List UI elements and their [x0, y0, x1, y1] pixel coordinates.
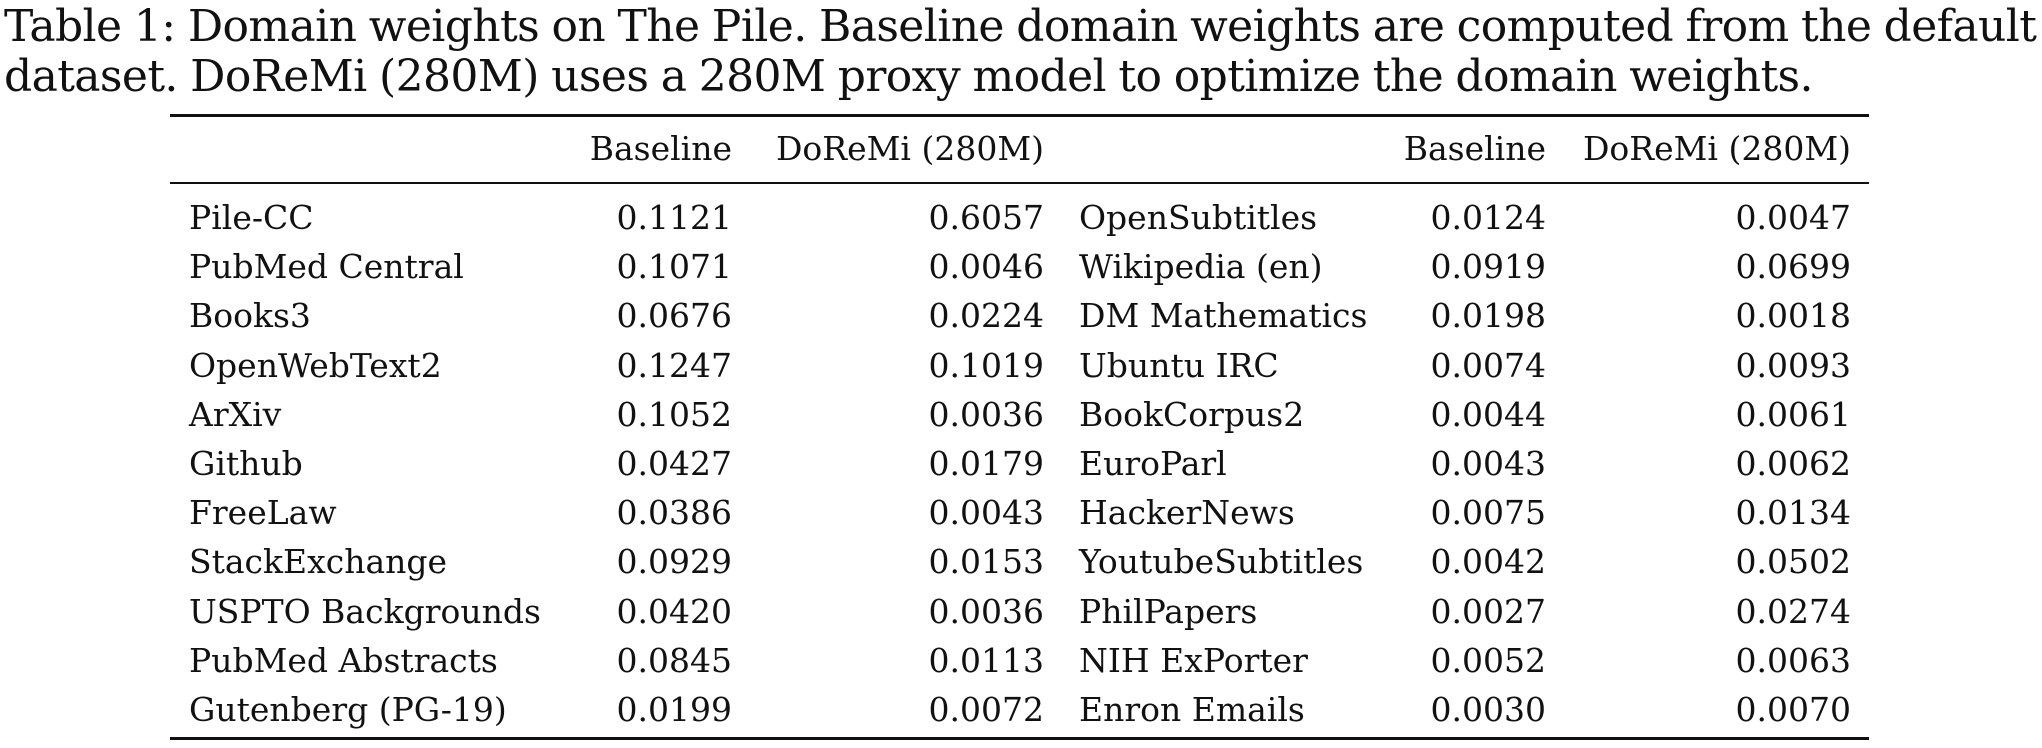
baseline-weight: 0.0427 — [616, 444, 732, 483]
table-row: PubMed Abstracts 0.0845 0.0113 — [170, 639, 1060, 688]
doremi-weight: 0.1019 — [928, 345, 1044, 385]
table-row: YoutubeSubtitles 0.0042 0.0502 — [1059, 540, 1869, 589]
domain-name: Pile-CC — [189, 198, 314, 237]
table-row: PhilPapers 0.0027 0.0274 — [1059, 590, 1869, 639]
doremi-weight: 0.0072 — [928, 690, 1044, 729]
doremi-weight: 0.0699 — [1735, 247, 1851, 287]
baseline-weight: 0.0199 — [616, 690, 732, 729]
table-row: BookCorpus2 0.0044 0.0061 — [1059, 393, 1869, 442]
table-row: Enron Emails 0.0030 0.0070 — [1059, 688, 1869, 737]
doremi-weight: 0.0224 — [928, 296, 1044, 336]
doremi-weight: 0.0070 — [1735, 690, 1851, 729]
domain-name: NIH ExPorter — [1079, 640, 1308, 680]
table-row: EuroParl 0.0043 0.0062 — [1059, 442, 1869, 491]
table-row: StackExchange 0.0929 0.0153 — [170, 540, 1060, 589]
baseline-weight: 0.0042 — [1430, 542, 1546, 582]
doremi-weight: 0.0274 — [1735, 591, 1851, 631]
right-weights-table: Baseline DoReMi (280M) OpenSubtitles 0.01… — [1059, 114, 1869, 740]
baseline-weight: 0.0075 — [1430, 493, 1546, 533]
domain-name: Ubuntu IRC — [1079, 345, 1279, 385]
caption-line-1: Table 1: Domain weights on The Pile. Bas… — [4, 1, 2042, 52]
baseline-weight: 0.0919 — [1430, 247, 1546, 287]
domain-name: Gutenberg (PG-19) — [189, 690, 507, 729]
caption-line-2: dataset. DoReMi (280M) uses a 280M proxy… — [4, 51, 1814, 102]
domain-name: Github — [189, 444, 303, 483]
doremi-weight: 0.0047 — [1735, 198, 1851, 237]
domain-name: PhilPapers — [1079, 591, 1258, 631]
baseline-weight: 0.1247 — [616, 345, 732, 385]
doremi-weight: 0.0063 — [1735, 640, 1851, 680]
baseline-weight: 0.0044 — [1430, 394, 1546, 434]
header-baseline: Baseline — [1403, 129, 1546, 168]
table-row: USPTO Backgrounds 0.0420 0.0036 — [170, 590, 1060, 639]
doremi-weight: 0.0036 — [928, 591, 1044, 631]
domain-name: StackExchange — [189, 542, 448, 582]
baseline-weight: 0.0929 — [616, 542, 732, 582]
baseline-weight: 0.1121 — [616, 198, 732, 237]
baseline-weight: 0.0198 — [1430, 296, 1546, 336]
doremi-weight: 0.0134 — [1735, 493, 1851, 533]
left-table-header: Baseline DoReMi (280M) — [170, 117, 1060, 184]
baseline-weight: 0.0676 — [616, 296, 732, 336]
baseline-weight: 0.1052 — [616, 394, 732, 434]
domain-name: YoutubeSubtitles — [1079, 542, 1364, 582]
doremi-weight: 0.0043 — [928, 493, 1044, 533]
doremi-weight: 0.0093 — [1735, 345, 1851, 385]
header-doremi: DoReMi (280M) — [1582, 129, 1851, 168]
doremi-weight: 0.0502 — [1735, 542, 1851, 582]
baseline-weight: 0.0074 — [1430, 345, 1546, 385]
domain-name: PubMed Central — [189, 247, 464, 287]
baseline-weight: 0.0043 — [1430, 444, 1546, 483]
doremi-weight: 0.0061 — [1735, 394, 1851, 434]
doremi-weight: 0.0179 — [928, 444, 1044, 483]
table-row: DM Mathematics 0.0198 0.0018 — [1059, 294, 1869, 343]
domain-name: DM Mathematics — [1079, 296, 1368, 336]
doremi-weight: 0.0036 — [928, 394, 1044, 434]
table-row: Wikipedia (en) 0.0919 0.0699 — [1059, 245, 1869, 294]
baseline-weight: 0.0030 — [1430, 690, 1546, 729]
domain-name: PubMed Abstracts — [189, 640, 498, 680]
table-row: FreeLaw 0.0386 0.0043 — [170, 491, 1060, 540]
doremi-weight: 0.6057 — [928, 198, 1044, 237]
baseline-weight: 0.1071 — [616, 247, 732, 287]
table-row: Pile-CC 0.1121 0.6057 — [170, 196, 1060, 245]
table-row: Books3 0.0676 0.0224 — [170, 294, 1060, 343]
table-row: PubMed Central 0.1071 0.0046 — [170, 245, 1060, 294]
domain-name: OpenWebText2 — [189, 345, 442, 385]
table-row: ArXiv 0.1052 0.0036 — [170, 393, 1060, 442]
domain-name: Enron Emails — [1079, 690, 1305, 729]
doremi-weight: 0.0062 — [1735, 444, 1851, 483]
left-weights-table: Baseline DoReMi (280M) Pile-CC 0.1121 0.60… — [170, 114, 1060, 740]
table-row: Github 0.0427 0.0179 — [170, 442, 1060, 491]
table-row: NIH ExPorter 0.0052 0.0063 — [1059, 639, 1869, 688]
domain-name: HackerNews — [1079, 493, 1295, 533]
doremi-weight: 0.0153 — [928, 542, 1044, 582]
table-row: Gutenberg (PG-19) 0.0199 0.0072 — [170, 688, 1060, 737]
table-row: HackerNews 0.0075 0.0134 — [1059, 491, 1869, 540]
domain-name: EuroParl — [1079, 444, 1227, 483]
domain-name: USPTO Backgrounds — [189, 591, 541, 631]
baseline-weight: 0.0124 — [1430, 198, 1546, 237]
domain-name: ArXiv — [189, 394, 282, 434]
table-row: OpenWebText2 0.1247 0.1019 — [170, 344, 1060, 393]
doremi-weight: 0.0018 — [1735, 296, 1851, 336]
baseline-weight: 0.0027 — [1430, 591, 1546, 631]
right-table-header: Baseline DoReMi (280M) — [1059, 117, 1869, 184]
doremi-weight: 0.0046 — [928, 247, 1044, 287]
doremi-weight: 0.0113 — [928, 640, 1044, 680]
domain-name: BookCorpus2 — [1079, 394, 1305, 434]
baseline-weight: 0.0052 — [1430, 640, 1546, 680]
domain-name: OpenSubtitles — [1079, 198, 1318, 237]
table-row: Ubuntu IRC 0.0074 0.0093 — [1059, 344, 1869, 393]
baseline-weight: 0.0386 — [616, 493, 732, 533]
baseline-weight: 0.0420 — [616, 591, 732, 631]
domain-name: Books3 — [189, 296, 311, 336]
table-caption: Table 1: Domain weights on The Pile. Bas… — [4, 1, 2042, 102]
table-row: OpenSubtitles 0.0124 0.0047 — [1059, 196, 1869, 245]
domain-name: FreeLaw — [189, 493, 337, 533]
header-baseline: Baseline — [589, 129, 732, 168]
header-doremi: DoReMi (280M) — [775, 129, 1044, 168]
baseline-weight: 0.0845 — [616, 640, 732, 680]
domain-name: Wikipedia (en) — [1079, 247, 1323, 287]
